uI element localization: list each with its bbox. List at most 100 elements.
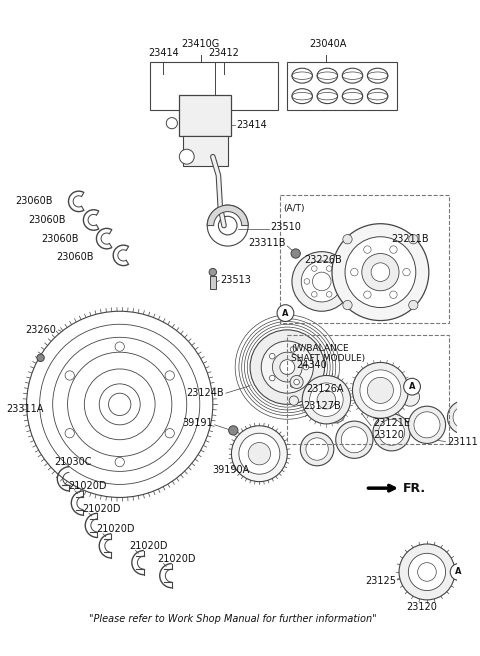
- Circle shape: [401, 388, 420, 406]
- Circle shape: [450, 564, 467, 581]
- Text: 23060B: 23060B: [28, 215, 66, 225]
- Circle shape: [250, 330, 324, 404]
- Text: (A/T): (A/T): [284, 204, 305, 213]
- Text: 23120: 23120: [406, 602, 437, 612]
- Text: 23226B: 23226B: [304, 255, 342, 265]
- Bar: [183, 136, 228, 166]
- Text: 23121E: 23121E: [373, 418, 410, 428]
- Bar: [288, 62, 397, 110]
- Circle shape: [414, 412, 440, 438]
- Circle shape: [408, 300, 418, 310]
- Circle shape: [403, 268, 410, 276]
- Circle shape: [364, 246, 371, 253]
- Circle shape: [291, 249, 300, 258]
- Circle shape: [360, 370, 401, 411]
- Circle shape: [379, 419, 405, 445]
- Text: 23124B: 23124B: [186, 388, 224, 398]
- Circle shape: [165, 428, 174, 438]
- Text: 21030C: 21030C: [55, 457, 92, 467]
- Text: 21020D: 21020D: [96, 524, 135, 534]
- Circle shape: [290, 375, 303, 388]
- Circle shape: [341, 426, 367, 453]
- Circle shape: [65, 428, 74, 438]
- Text: 39191: 39191: [182, 418, 213, 428]
- Wedge shape: [207, 205, 248, 226]
- Text: 23111: 23111: [447, 437, 478, 447]
- Text: 23510: 23510: [271, 222, 301, 232]
- Circle shape: [334, 279, 339, 284]
- Circle shape: [301, 261, 342, 302]
- Text: 23060B: 23060B: [56, 253, 94, 262]
- Text: 21020D: 21020D: [129, 541, 168, 551]
- Circle shape: [367, 377, 394, 403]
- Text: A: A: [409, 382, 415, 391]
- Circle shape: [306, 438, 328, 461]
- Circle shape: [290, 346, 296, 352]
- Circle shape: [303, 364, 309, 370]
- Circle shape: [350, 268, 358, 276]
- Circle shape: [209, 268, 216, 276]
- Text: 23513: 23513: [220, 275, 251, 285]
- Circle shape: [364, 291, 371, 298]
- Circle shape: [231, 426, 288, 482]
- Circle shape: [248, 443, 271, 465]
- Circle shape: [294, 379, 300, 385]
- Circle shape: [65, 371, 74, 380]
- Circle shape: [407, 559, 414, 566]
- Circle shape: [115, 457, 124, 466]
- Circle shape: [399, 544, 455, 600]
- Circle shape: [292, 252, 351, 311]
- Text: 23120: 23120: [373, 430, 404, 440]
- Circle shape: [418, 563, 436, 581]
- Text: A: A: [282, 308, 288, 318]
- Circle shape: [277, 305, 294, 321]
- Circle shape: [390, 291, 397, 298]
- Circle shape: [408, 406, 445, 443]
- Text: 23414: 23414: [148, 48, 179, 58]
- Circle shape: [373, 414, 410, 451]
- Bar: [280, 195, 449, 323]
- Circle shape: [408, 553, 445, 590]
- Text: 21020D: 21020D: [69, 482, 107, 491]
- Circle shape: [273, 352, 302, 382]
- Circle shape: [371, 263, 390, 281]
- Circle shape: [312, 291, 317, 297]
- Circle shape: [343, 235, 352, 244]
- Circle shape: [326, 404, 345, 423]
- Circle shape: [300, 432, 334, 466]
- Circle shape: [302, 375, 350, 424]
- Circle shape: [289, 396, 299, 405]
- Circle shape: [26, 311, 213, 497]
- Bar: [288, 335, 449, 444]
- Circle shape: [312, 266, 317, 272]
- Circle shape: [180, 149, 194, 164]
- Text: 23412: 23412: [208, 48, 240, 58]
- Circle shape: [390, 246, 397, 253]
- Text: 23060B: 23060B: [15, 196, 53, 207]
- Text: 23311B: 23311B: [248, 238, 286, 248]
- Circle shape: [453, 406, 475, 428]
- Text: 23311A: 23311A: [6, 404, 43, 414]
- Text: 21020D: 21020D: [83, 504, 121, 514]
- Circle shape: [310, 383, 343, 417]
- Text: "Please refer to Work Shop Manual for further information": "Please refer to Work Shop Manual for fu…: [89, 614, 377, 624]
- Text: 39190A: 39190A: [213, 464, 250, 474]
- Circle shape: [364, 395, 382, 414]
- Circle shape: [269, 354, 275, 359]
- Text: 23060B: 23060B: [41, 234, 79, 243]
- Circle shape: [165, 371, 174, 380]
- Circle shape: [37, 354, 44, 361]
- Circle shape: [352, 363, 408, 419]
- Text: A: A: [456, 567, 462, 577]
- Text: 23211B: 23211B: [392, 234, 429, 243]
- Text: 23260: 23260: [25, 325, 56, 335]
- Bar: [180, 95, 231, 136]
- Circle shape: [326, 291, 332, 297]
- Circle shape: [166, 117, 178, 129]
- Circle shape: [336, 421, 373, 459]
- Circle shape: [239, 433, 280, 474]
- Bar: [210, 276, 216, 289]
- Text: 23414: 23414: [236, 120, 267, 130]
- Text: 23040A: 23040A: [310, 39, 347, 49]
- Text: 21020D: 21020D: [157, 554, 195, 564]
